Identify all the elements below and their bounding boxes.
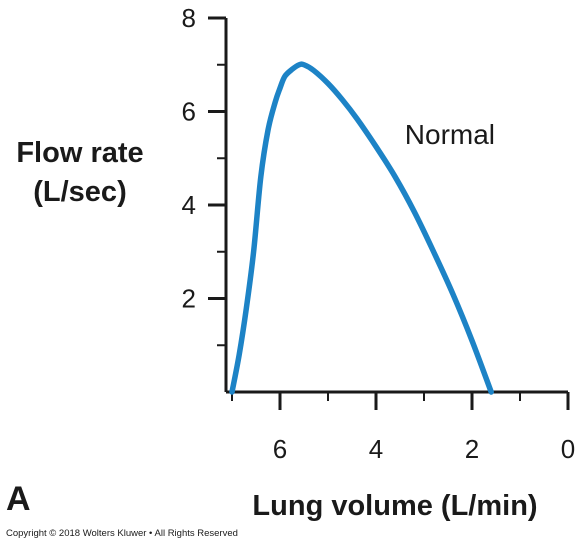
annotation-layer: Normal	[405, 119, 495, 150]
annotation-0: Normal	[405, 119, 495, 150]
axes	[224, 18, 568, 394]
x-tick-label-4: 4	[369, 434, 383, 464]
y-axis-title-line-1: Flow rate	[16, 137, 143, 169]
series-layer	[229, 61, 494, 395]
ticks	[208, 16, 570, 410]
y-axis-title-line-2: (L/sec)	[33, 176, 126, 208]
copyright-notice: Copyright © 2018 Wolters Kluwer • All Ri…	[6, 528, 238, 539]
panel-label: A	[6, 480, 31, 518]
y-tick-label-4: 4	[182, 190, 196, 220]
tick-labels: 2 4 6 8 6 4 2 0	[182, 3, 576, 464]
y-tick-label-6: 6	[182, 97, 196, 127]
series-line-0	[229, 61, 494, 395]
x-tick-label-2: 2	[465, 434, 479, 464]
x-tick-label-0: 0	[561, 434, 575, 464]
y-tick-label-2: 2	[182, 284, 196, 314]
y-tick-label-8: 8	[182, 3, 196, 33]
x-axis-title: Lung volume (L/min)	[252, 490, 537, 522]
x-tick-label-6: 6	[273, 434, 287, 464]
